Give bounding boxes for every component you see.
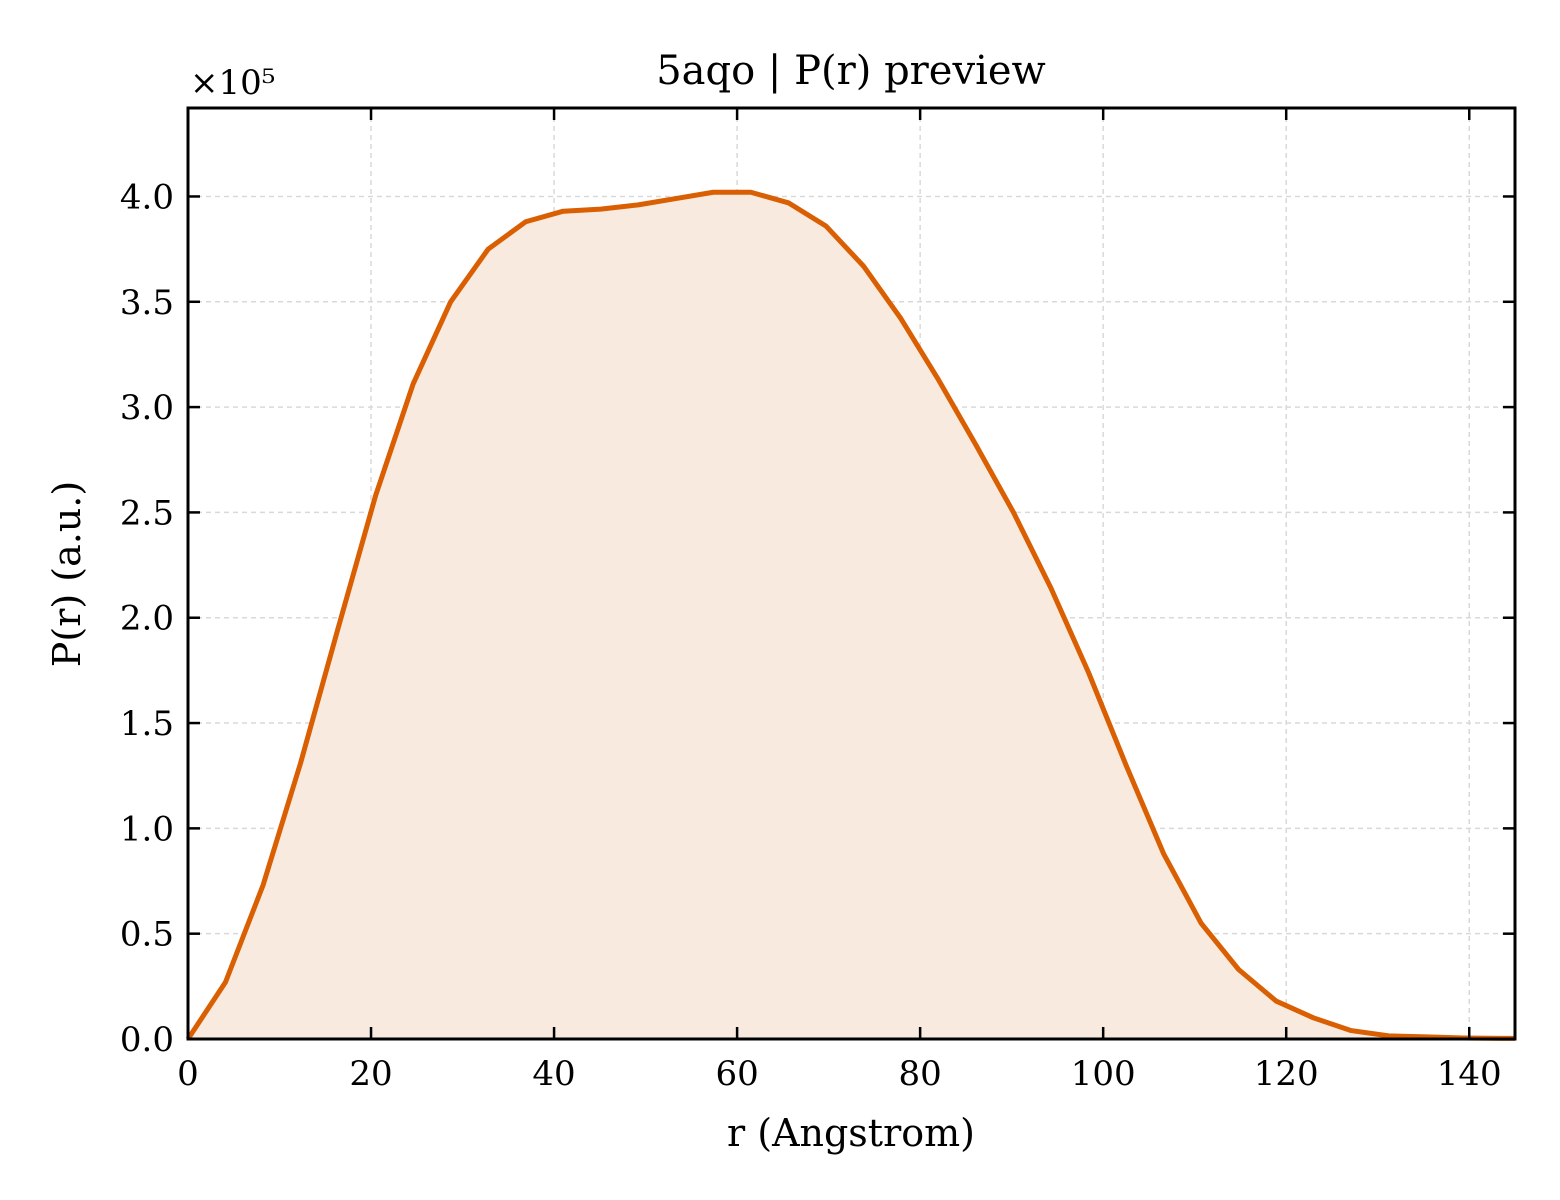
- y-tick-label: 3.5: [120, 283, 174, 323]
- x-tick-label: 20: [349, 1054, 392, 1094]
- x-tick-label: 140: [1437, 1054, 1502, 1094]
- x-tick-label: 60: [715, 1054, 758, 1094]
- axis-ticks: 0 20 40 60 80 100 120 140 0.0 0.5 1.0 1.5 2.0 2.5 3.0 3…: [120, 108, 1515, 1094]
- y-axis-label: P(r) (a.u.): [45, 481, 89, 667]
- y-tick-label: 4.0: [120, 177, 174, 217]
- plot-frame: [186, 106, 1517, 1041]
- pr-line: [185, 189, 1515, 1041]
- x-tick-label: 120: [1254, 1054, 1319, 1094]
- x-axis-label: r (Angstrom): [727, 1111, 975, 1155]
- x-tick-label: 100: [1071, 1054, 1136, 1094]
- x-tick-label: 40: [532, 1054, 575, 1094]
- chart-title: 5aqo | P(r) preview: [656, 48, 1046, 94]
- x-tick-label: 80: [899, 1054, 942, 1094]
- y-tick-label: 3.0: [120, 388, 174, 428]
- y-multiplier-label: ×10⁵: [190, 63, 275, 103]
- x-tick-label: 0: [177, 1054, 199, 1094]
- y-tick-label: 1.0: [120, 809, 174, 849]
- y-tick-label: 2.5: [120, 493, 174, 533]
- y-tick-label: 2.0: [120, 599, 174, 639]
- pr-area-fill: [188, 192, 1515, 1039]
- y-tick-label: 0.5: [120, 915, 174, 955]
- y-tick-label: 0.0: [120, 1020, 174, 1060]
- y-tick-label: 1.5: [120, 704, 174, 744]
